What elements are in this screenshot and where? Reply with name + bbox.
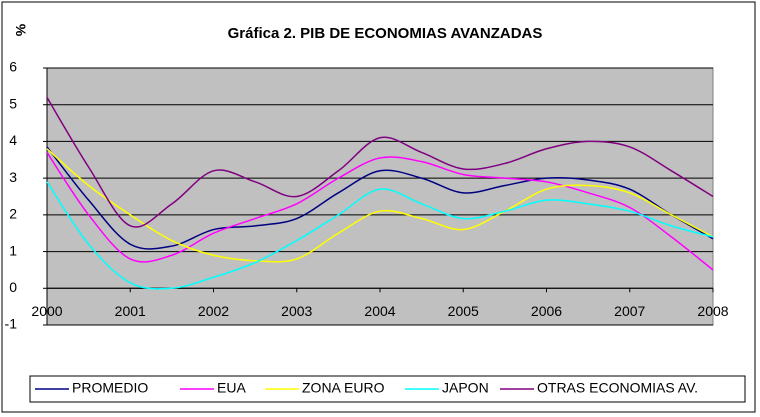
x-tick-label: 2002	[198, 303, 229, 319]
y-tick-label: 1	[9, 242, 17, 258]
x-tick-label: 2008	[697, 303, 728, 319]
chart-title: Gráfica 2. PIB DE ECONOMIAS AVANZADAS	[228, 25, 543, 42]
y-tick-label: 2	[9, 206, 17, 222]
legend-label: EUA	[217, 380, 246, 396]
legend-label: JAPON	[442, 380, 489, 396]
legend-box	[29, 375, 746, 403]
y-tick-label: 0	[9, 279, 17, 295]
y-tick-label: 4	[9, 132, 17, 148]
y-tick-label: -1	[5, 316, 18, 332]
series-line	[46, 148, 714, 263]
y-tick-label: 6	[9, 59, 17, 75]
y-tick-label: 5	[9, 95, 17, 111]
y-tick-label: 3	[9, 169, 17, 185]
x-tick-label: 2005	[448, 303, 479, 319]
x-tick-label: 2006	[531, 303, 562, 319]
x-tick-label: 2007	[614, 303, 645, 319]
series-line	[46, 181, 714, 290]
x-tick-label: 2001	[115, 303, 146, 319]
x-tick-label: 2003	[281, 303, 312, 319]
legend-label: PROMEDIO	[72, 380, 148, 396]
series-line	[46, 96, 714, 228]
x-tick-label: 2000	[31, 303, 62, 319]
x-tick-label: 2004	[364, 303, 395, 319]
plot-area	[46, 67, 714, 326]
series-line	[46, 152, 714, 271]
series-line	[46, 146, 714, 250]
legend-label: ZONA EURO	[302, 380, 385, 396]
legend-label: OTRAS ECONOMIAS AV.	[537, 380, 698, 396]
y-axis-label: %	[13, 23, 29, 36]
